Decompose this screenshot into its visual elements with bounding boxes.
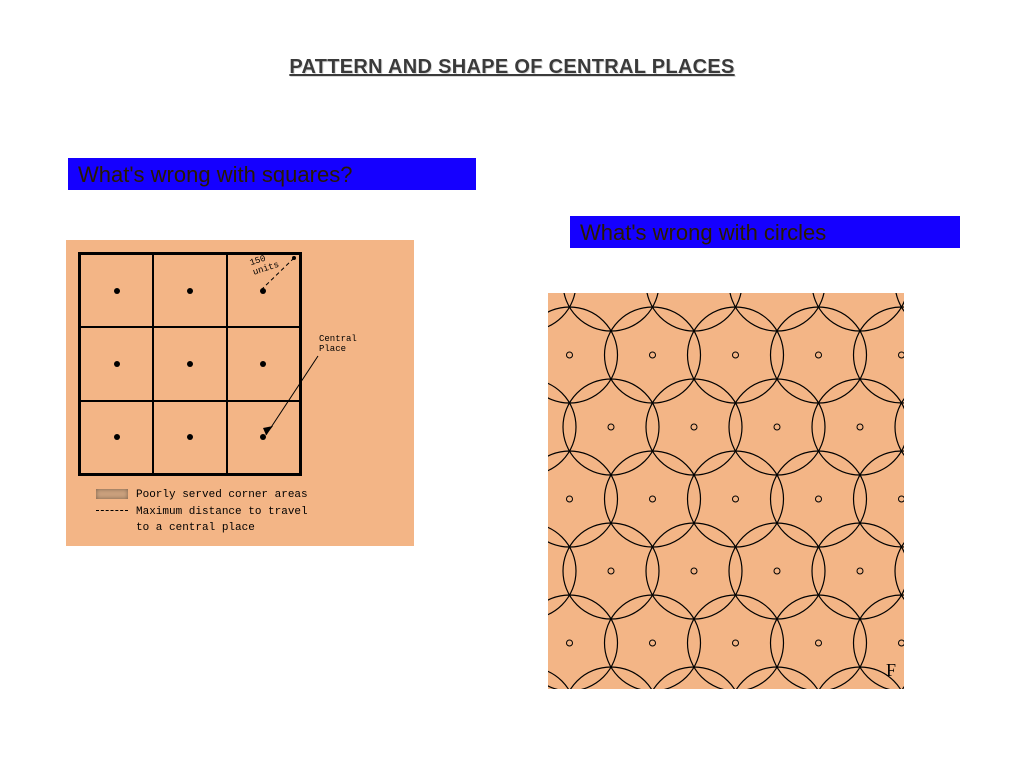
legend-text: Poorly served corner areas xyxy=(136,489,308,501)
legend-swatch-dash-icon xyxy=(96,510,128,511)
legend-text: Maximum distance to travel xyxy=(136,506,308,518)
legend-row: Poorly served corner areas xyxy=(96,487,308,504)
banner-circles: What's wrong with circles xyxy=(570,216,960,248)
page-title: PATTERN AND SHAPE OF CENTRAL PLACES xyxy=(0,56,1024,79)
circles-lattice-svg xyxy=(548,293,904,689)
central-place-label: Central Place xyxy=(319,335,357,355)
squares-legend: Poorly served corner areas Maximum dista… xyxy=(96,487,308,537)
banner-squares: What's wrong with squares? xyxy=(68,158,476,190)
figure-squares: 150 units Central Place Poorly served co… xyxy=(66,240,414,546)
legend-row: to a central place xyxy=(96,520,308,537)
legend-row: Maximum distance to travel xyxy=(96,504,308,521)
figure-label-f: F xyxy=(886,660,896,681)
legend-text: to a central place xyxy=(136,522,255,534)
figure-circles: F xyxy=(548,293,904,689)
legend-swatch-smudge-icon xyxy=(96,489,128,499)
